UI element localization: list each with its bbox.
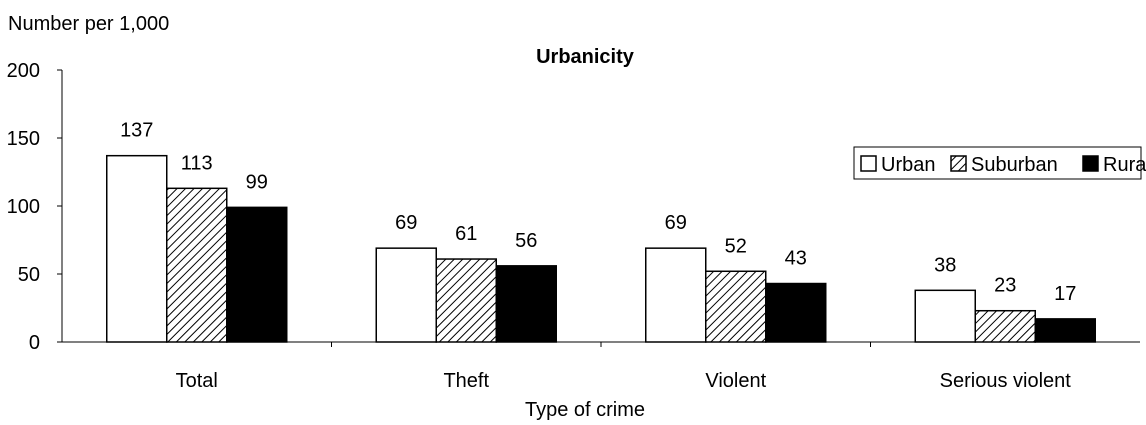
legend-swatch-urban	[860, 155, 877, 172]
legend-swatch-suburban	[950, 155, 967, 172]
y-axis-title: Number per 1,000	[8, 13, 169, 35]
data-label: 38	[934, 254, 956, 276]
y-tick-label: 50	[18, 264, 40, 286]
bar-suburban	[974, 309, 1036, 343]
data-label: 113	[181, 152, 213, 174]
y-tick-label: 100	[7, 196, 40, 218]
bars-group: 137 113 99 Total 69 61 56 Theft 69 52 43 Violent 38 2…	[106, 120, 1096, 392]
bar-urban	[375, 247, 437, 343]
category-label: Serious violent	[940, 370, 1072, 392]
y-tick-label: 200	[7, 60, 40, 82]
y-tick-label: 150	[7, 128, 40, 150]
bar-rural	[226, 206, 288, 343]
legend-swatch-rural	[1082, 155, 1099, 172]
chart-title: Urbanicity	[536, 46, 635, 68]
category-label: Theft	[443, 370, 489, 392]
legend-label-urban: Urban	[881, 154, 935, 176]
category-label: Total	[176, 370, 218, 392]
legend-label-suburban: Suburban	[971, 154, 1058, 176]
data-label: 69	[395, 212, 417, 234]
data-label: 99	[246, 171, 268, 193]
bar-urban	[106, 154, 168, 343]
bar-urban	[914, 289, 976, 343]
bar-suburban	[166, 187, 228, 343]
bar-rural	[765, 282, 827, 343]
data-label: 137	[120, 120, 153, 142]
bar-rural	[1034, 318, 1096, 343]
bar-suburban	[705, 270, 767, 343]
data-label: 52	[725, 235, 747, 257]
data-label: 69	[665, 212, 687, 234]
bar-rural	[495, 265, 557, 343]
bar-urban	[645, 247, 707, 343]
legend: Urban Suburban Rural	[853, 146, 1146, 180]
bar-suburban	[435, 258, 497, 343]
data-label: 43	[785, 248, 807, 270]
data-label: 23	[994, 275, 1016, 297]
y-tick-label: 0	[29, 332, 40, 354]
data-label: 61	[455, 223, 477, 245]
x-axis-title: Type of crime	[525, 399, 645, 421]
legend-label-rural: Rural	[1103, 154, 1146, 176]
category-label: Violent	[705, 370, 766, 392]
data-label: 17	[1054, 283, 1076, 305]
data-label: 56	[515, 230, 537, 252]
